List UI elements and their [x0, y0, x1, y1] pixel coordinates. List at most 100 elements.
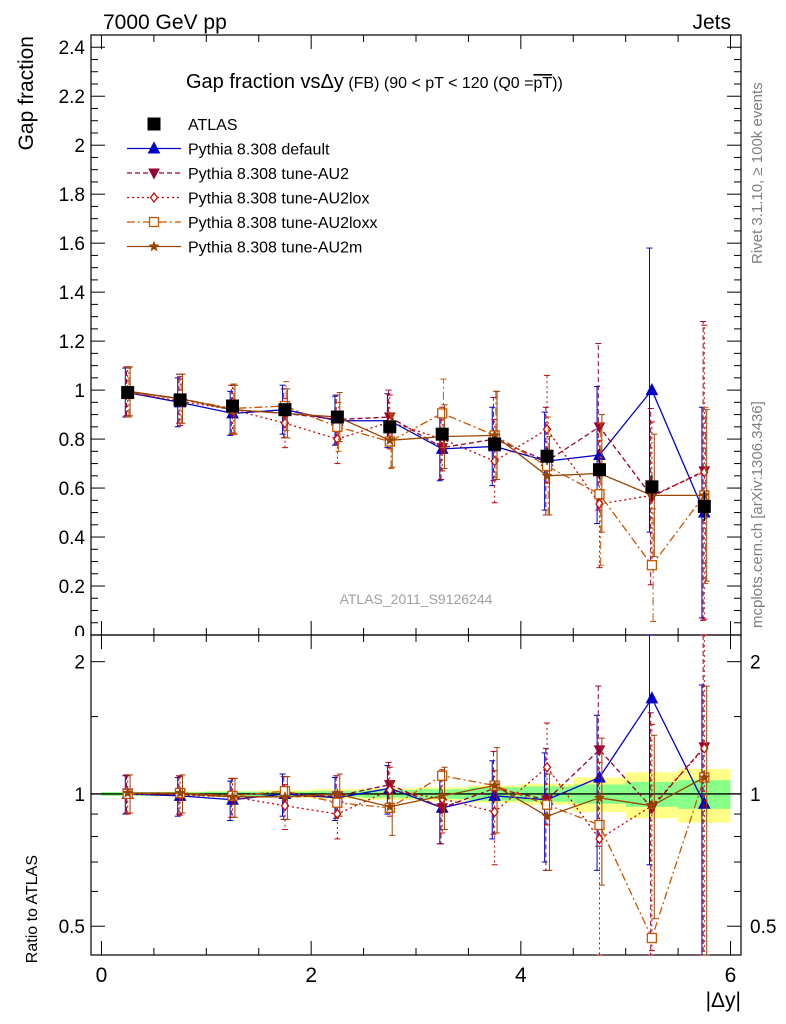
data-point	[173, 393, 187, 407]
legend-marker	[148, 168, 160, 180]
legend-marker	[148, 216, 160, 228]
ratio-point	[489, 779, 501, 791]
ratio-plot-panel: 0.5 0.5 1 1 2 2 0 2 4 6 Ratio to ATLAS |Δy|	[24, 634, 776, 1012]
ratio-point	[332, 797, 343, 808]
series-line	[127, 390, 705, 497]
data-point	[278, 403, 292, 417]
ratio-y-tick-label-left: 2	[74, 653, 85, 674]
x-tick-label: 6	[725, 964, 737, 987]
x-tick-label: 4	[515, 964, 527, 987]
ratio-point	[646, 932, 658, 944]
legend-label: Pythia 8.308 tune-AU2loxx	[188, 215, 377, 232]
main-y-tick-label: 0.2	[59, 577, 85, 598]
ratio-point	[698, 771, 710, 783]
analysis-watermark: ATLAS_2011_S9126244	[340, 591, 493, 607]
series-atlas	[121, 386, 711, 522]
ratio-y-axis-label: Ratio to ATLAS	[24, 855, 41, 963]
legend-entry: Pythia 8.308 tune-AU2loxx	[127, 215, 377, 232]
legend-marker	[149, 192, 159, 203]
ratio-point	[594, 819, 605, 831]
ratio-y-tick-label-right: 0.5	[750, 917, 776, 938]
main-y-tick-label: 0.8	[59, 430, 85, 451]
zero-label-mask	[60, 636, 90, 648]
legend-marker	[147, 141, 161, 154]
legend-marker	[147, 117, 161, 131]
ratio-y-tick-label-left: 1	[74, 785, 85, 806]
legend-entry: Pythia 8.308 tune-AU2m	[127, 240, 362, 257]
main-y-tick-label: 1.6	[59, 234, 85, 255]
legend-marker	[148, 240, 160, 252]
ratio-point	[646, 799, 658, 811]
main-plot-panel: 0.2 0.4 0.6 0.8 1 1.2 1.4 1.6 1.8 2 2.2 2.4 0 Gap fr…	[15, 34, 742, 648]
ratio-point	[436, 790, 448, 801]
ratio-series-line	[127, 776, 705, 817]
x-axis-label: |Δy|	[706, 989, 741, 1012]
data-point	[384, 434, 396, 446]
ratio-point	[122, 787, 134, 798]
x-tick-label: 0	[96, 964, 108, 987]
ratio-point	[541, 810, 553, 821]
main-plot-frame	[90, 34, 742, 636]
legend-entry: ATLAS	[147, 117, 238, 134]
data-point	[541, 470, 553, 481]
data-point	[645, 383, 659, 396]
main-y-tick-label: 0.4	[59, 528, 86, 549]
series-line	[127, 391, 705, 567]
data-point	[121, 386, 135, 400]
ratio-axes: 0.5 0.5 1 1 2 2 0 2 4 6	[59, 635, 776, 987]
main-y-tick-label: 2	[74, 136, 85, 157]
data-point	[226, 399, 240, 413]
main-y-tick-label: 1.8	[59, 185, 85, 206]
ratio-point	[174, 787, 186, 798]
legend-label: Pythia 8.308 default	[188, 142, 330, 159]
legend-entry: Pythia 8.308 default	[127, 141, 330, 159]
data-point	[697, 499, 711, 513]
series-line	[127, 388, 705, 513]
main-y-tick-label: 1.4	[59, 283, 86, 304]
ratio-point	[542, 761, 552, 773]
ratio-point	[593, 791, 605, 803]
ratio-point	[384, 800, 396, 812]
data-point	[540, 449, 554, 463]
legend: ATLAS Pythia 8.308 default Pythia 8.308 tu…	[127, 117, 377, 257]
ratio-y-tick-label-right: 2	[750, 653, 761, 674]
chart-title: Gap fraction vsΔy (FB) (90 < pT < 120 (Q…	[186, 71, 563, 93]
ratio-y-tick-label-left: 0.5	[59, 917, 85, 938]
main-y-axis-label: Gap fraction	[15, 36, 38, 150]
ratio-series-pythia-8-308-tune-au2m	[122, 685, 710, 956]
ratio-point	[279, 791, 291, 802]
rivet-version-label: Rivet 3.1.10, ≥ 100k events	[749, 82, 766, 264]
data-point	[488, 437, 502, 451]
data-point	[383, 420, 397, 434]
ratio-series-layer	[121, 634, 711, 956]
main-y-tick-label: 2.2	[59, 87, 85, 108]
data-point	[594, 489, 605, 500]
legend-label: Pythia 8.308 tune-AU2m	[188, 240, 362, 257]
data-point	[330, 410, 344, 424]
main-y-tick-label: 0.6	[59, 479, 85, 500]
data-point	[437, 408, 448, 419]
data-point	[435, 427, 449, 441]
data-point	[542, 423, 552, 435]
header-collision-energy: 7000 GeV pp	[103, 11, 227, 34]
main-y-tick-label: 1.2	[59, 332, 85, 353]
data-point	[645, 480, 659, 494]
ratio-series-line	[127, 775, 705, 940]
legend-entry: Pythia 8.308 tune-AU2	[127, 166, 349, 183]
data-point	[592, 463, 606, 477]
ratio-series-line	[127, 697, 705, 809]
ratio-point	[227, 791, 239, 802]
ratio-point	[541, 799, 553, 810]
legend-label: Pythia 8.308 tune-AU2	[188, 166, 349, 183]
main-y-zero-label: 0	[74, 623, 85, 644]
x-tick-label: 2	[305, 964, 317, 987]
legend-label: Pythia 8.308 tune-AU2lox	[188, 191, 369, 208]
ratio-point	[645, 691, 659, 704]
mcplots-credit-label: mcplots.cern.ch [arXiv:1306.3436]	[749, 401, 766, 628]
main-y-tick-label: 2.4	[59, 38, 86, 59]
main-series-layer	[121, 247, 711, 623]
data-point	[332, 421, 343, 432]
legend-entry: Pythia 8.308 tune-AU2lox	[127, 191, 369, 208]
ratio-point	[331, 788, 343, 799]
